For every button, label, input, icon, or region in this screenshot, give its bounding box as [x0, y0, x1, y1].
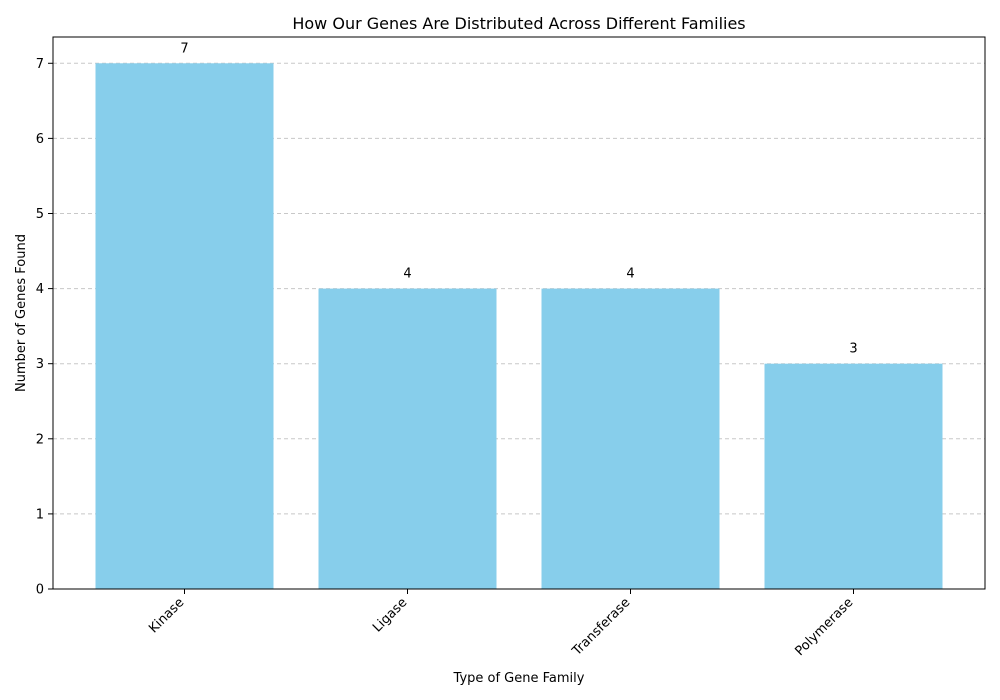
y-tick-label: 1: [36, 507, 44, 522]
y-tick-label: 5: [36, 207, 44, 222]
value-label-polymerase: 3: [849, 342, 857, 357]
plot-frame: [52, 36, 986, 590]
bar-transferase: [541, 288, 720, 589]
chart-title: How Our Genes Are Distributed Across Dif…: [292, 14, 745, 33]
y-tick-label: 6: [36, 132, 44, 147]
y-tick-label: 2: [36, 432, 44, 447]
y-tick-label: 3: [36, 357, 44, 372]
x-tick-label-ligase: Ligase: [370, 595, 410, 635]
bar-layer: [95, 63, 943, 590]
label-layer: 7 4 4 3: [180, 41, 857, 356]
x-tick-label-transferase: Transferase: [569, 595, 633, 659]
bar-ligase: [318, 288, 497, 589]
x-tick-label-kinase: Kinase: [146, 595, 187, 636]
y-tick-label: 0: [36, 583, 44, 598]
value-label-ligase: 4: [403, 267, 411, 282]
y-tick-label: 7: [36, 57, 44, 72]
value-label-kinase: 7: [180, 41, 188, 56]
y-tick-label: 4: [36, 282, 44, 297]
x-axis-title: Type of Gene Family: [453, 671, 585, 686]
x-tick-label-polymerase: Polymerase: [792, 595, 856, 659]
y-axis-title: Number of Genes Found: [14, 234, 29, 392]
bar-kinase: [95, 63, 274, 590]
value-label-transferase: 4: [626, 267, 634, 282]
bar-polymerase: [764, 363, 943, 589]
